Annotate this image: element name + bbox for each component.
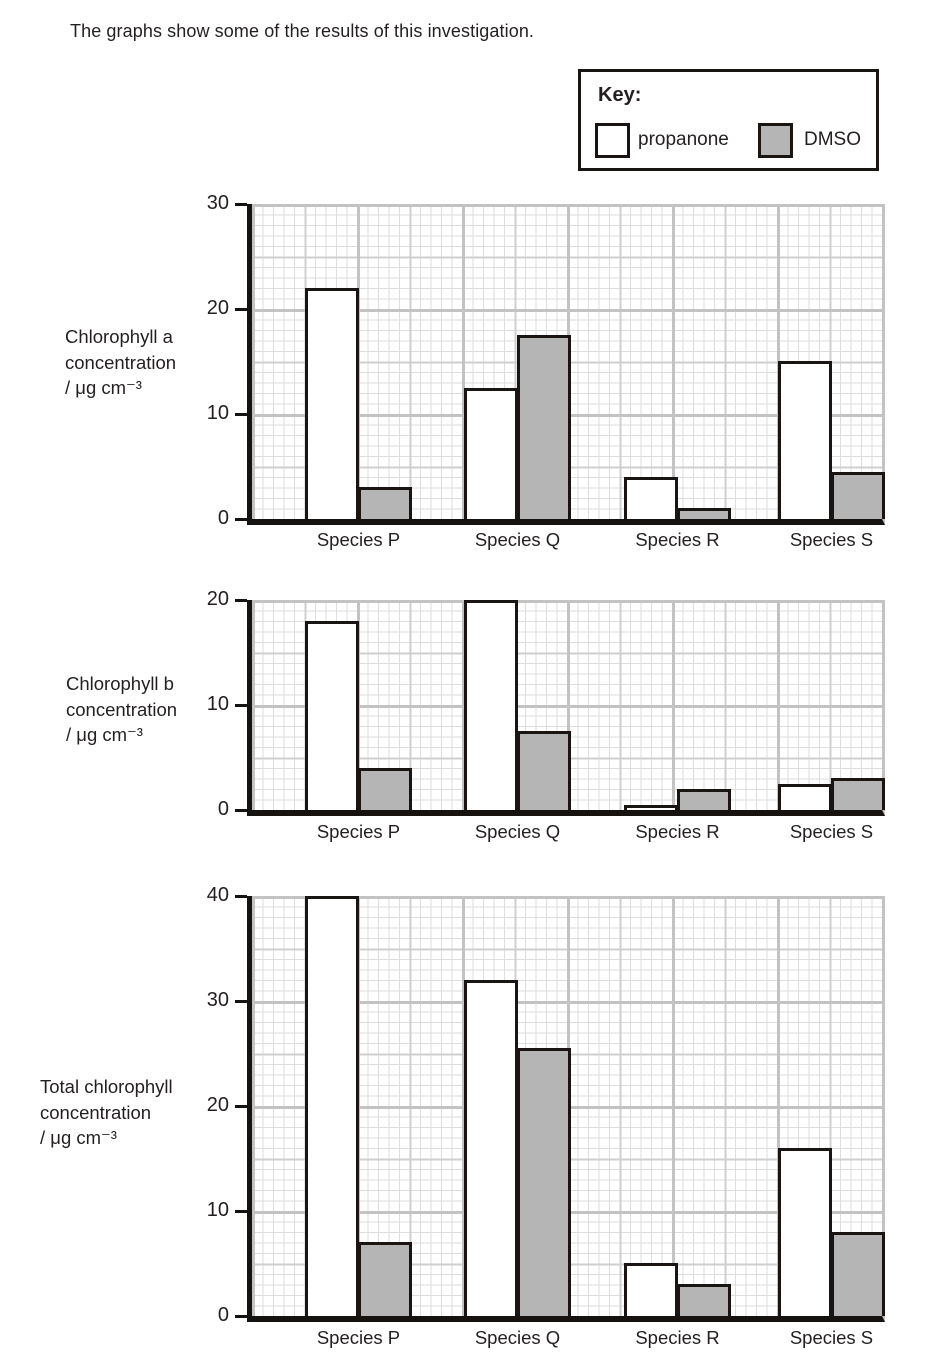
bar-dmso-species-p [358,768,412,810]
y-axis-tick-mark [235,704,247,707]
bar-propanone-species-r [624,1263,678,1316]
y-axis-tick-label: 10 [206,1199,229,1221]
y-axis-tick-mark [235,599,247,602]
y-axis-tick-label: 30 [206,192,229,214]
y-axis-tick-mark [235,518,247,521]
legend-swatch-propanone [595,123,630,158]
x-axis-labels: Species P Species Q Species R Species S [252,529,882,555]
plot-area-grid [247,204,885,525]
y-axis-title-line: / μg cm⁻³ [65,377,142,398]
bar-propanone-species-p [305,896,359,1316]
y-axis-tick-label: 40 [206,884,229,906]
y-axis-tick-mark [235,895,247,898]
bar-dmso-species-q [517,1048,571,1316]
y-axis: 0 10 20 30 [185,192,247,529]
bar-dmso-species-s [831,778,885,810]
bar-propanone-species-q [464,600,518,810]
y-axis-title-line: Chlorophyll b [66,673,174,694]
y-axis-title-line: Chlorophyll a [65,326,173,347]
y-axis-tick-label: 0 [217,1304,229,1326]
y-axis-tick-label: 0 [217,798,229,820]
bar-dmso-species-p [358,487,412,519]
x-axis-category-label: Species R [635,1327,720,1348]
y-axis: 0 10 20 30 40 [185,884,247,1326]
y-axis-tick-label: 20 [206,1094,229,1116]
bar-dmso-species-s [831,1232,885,1316]
bar-propanone-species-r [624,477,678,519]
legend-title: Key: [598,84,642,106]
plot-area-grid [247,600,885,816]
x-axis-category-label: Species R [635,529,720,550]
y-axis-tick-label: 10 [206,402,229,424]
y-axis-tick-label: 10 [206,693,229,715]
bar-propanone-species-p [305,621,359,810]
bar-dmso-species-q [517,731,571,810]
bar-dmso-species-r [677,508,731,519]
plot-area-grid [247,896,885,1322]
x-axis-category-label: Species P [316,1327,401,1348]
y-axis-tick-mark [235,308,247,311]
y-axis-title: Total chlorophyll concentration / μg cm⁻… [40,1074,240,1151]
x-axis-category-label: Species Q [474,529,561,550]
y-axis-title-line: concentration [40,1101,152,1123]
x-axis-category-label: Species S [789,821,874,842]
y-axis-title-line: / μg cm⁻³ [40,1127,117,1148]
x-axis-labels: Species P Species Q Species R Species S [252,821,882,847]
y-axis-tick-mark [235,413,247,416]
x-axis-category-label: Species R [635,821,720,842]
y-axis-tick-label: 20 [206,588,229,610]
bar-propanone-species-s [778,784,832,810]
y-axis-tick-label: 20 [206,297,229,319]
legend-label-dmso: DMSO [804,129,861,150]
x-axis-category-label: Species Q [474,821,561,842]
bar-dmso-species-r [677,1284,731,1316]
x-axis-category-label: Species Q [474,1327,561,1348]
bar-dmso-species-p [358,1242,412,1316]
bar-dmso-species-r [677,789,731,810]
x-axis-category-label: Species P [316,529,401,550]
x-axis-category-label: Species S [789,529,874,550]
legend-key-box: Key: propanone DMSO [578,69,879,171]
x-axis-category-label: Species S [789,1327,874,1348]
legend-swatch-dmso [758,123,793,158]
y-axis-tick-mark [235,1000,247,1003]
y-axis-title: Chlorophyll b concentration / μg cm⁻³ [66,671,266,748]
y-axis-title-line: concentration [66,698,178,720]
y-axis-tick-mark [235,203,247,206]
y-axis-title-line: concentration [65,351,177,373]
bar-propanone-species-q [464,388,518,519]
bar-dmso-species-q [517,335,571,519]
bar-propanone-species-q [464,980,518,1316]
bar-dmso-species-s [831,472,885,519]
bar-propanone-species-s [778,361,832,519]
x-axis-category-label: Species P [316,821,401,842]
y-axis-tick-mark [235,1210,247,1213]
bar-propanone-species-p [305,288,359,519]
legend-label-propanone: propanone [638,129,729,150]
y-axis-tick-mark [235,1315,247,1318]
y-axis-tick-label: 30 [206,989,229,1011]
y-axis-tick-label: 0 [217,507,229,529]
y-axis-tick-mark [235,809,247,812]
y-axis-title-line: Total chlorophyll [40,1076,173,1097]
y-axis-title: Chlorophyll a concentration / μg cm⁻³ [65,324,265,401]
bar-propanone-species-s [778,1148,832,1316]
page-title: The graphs show some of the results of t… [70,21,535,41]
y-axis: 0 10 20 [185,588,247,820]
bar-propanone-species-r [624,805,678,810]
y-axis-title-line: / μg cm⁻³ [66,724,143,745]
x-axis-labels: Species P Species Q Species R Species S [252,1327,882,1352]
y-axis-tick-mark [235,1105,247,1108]
